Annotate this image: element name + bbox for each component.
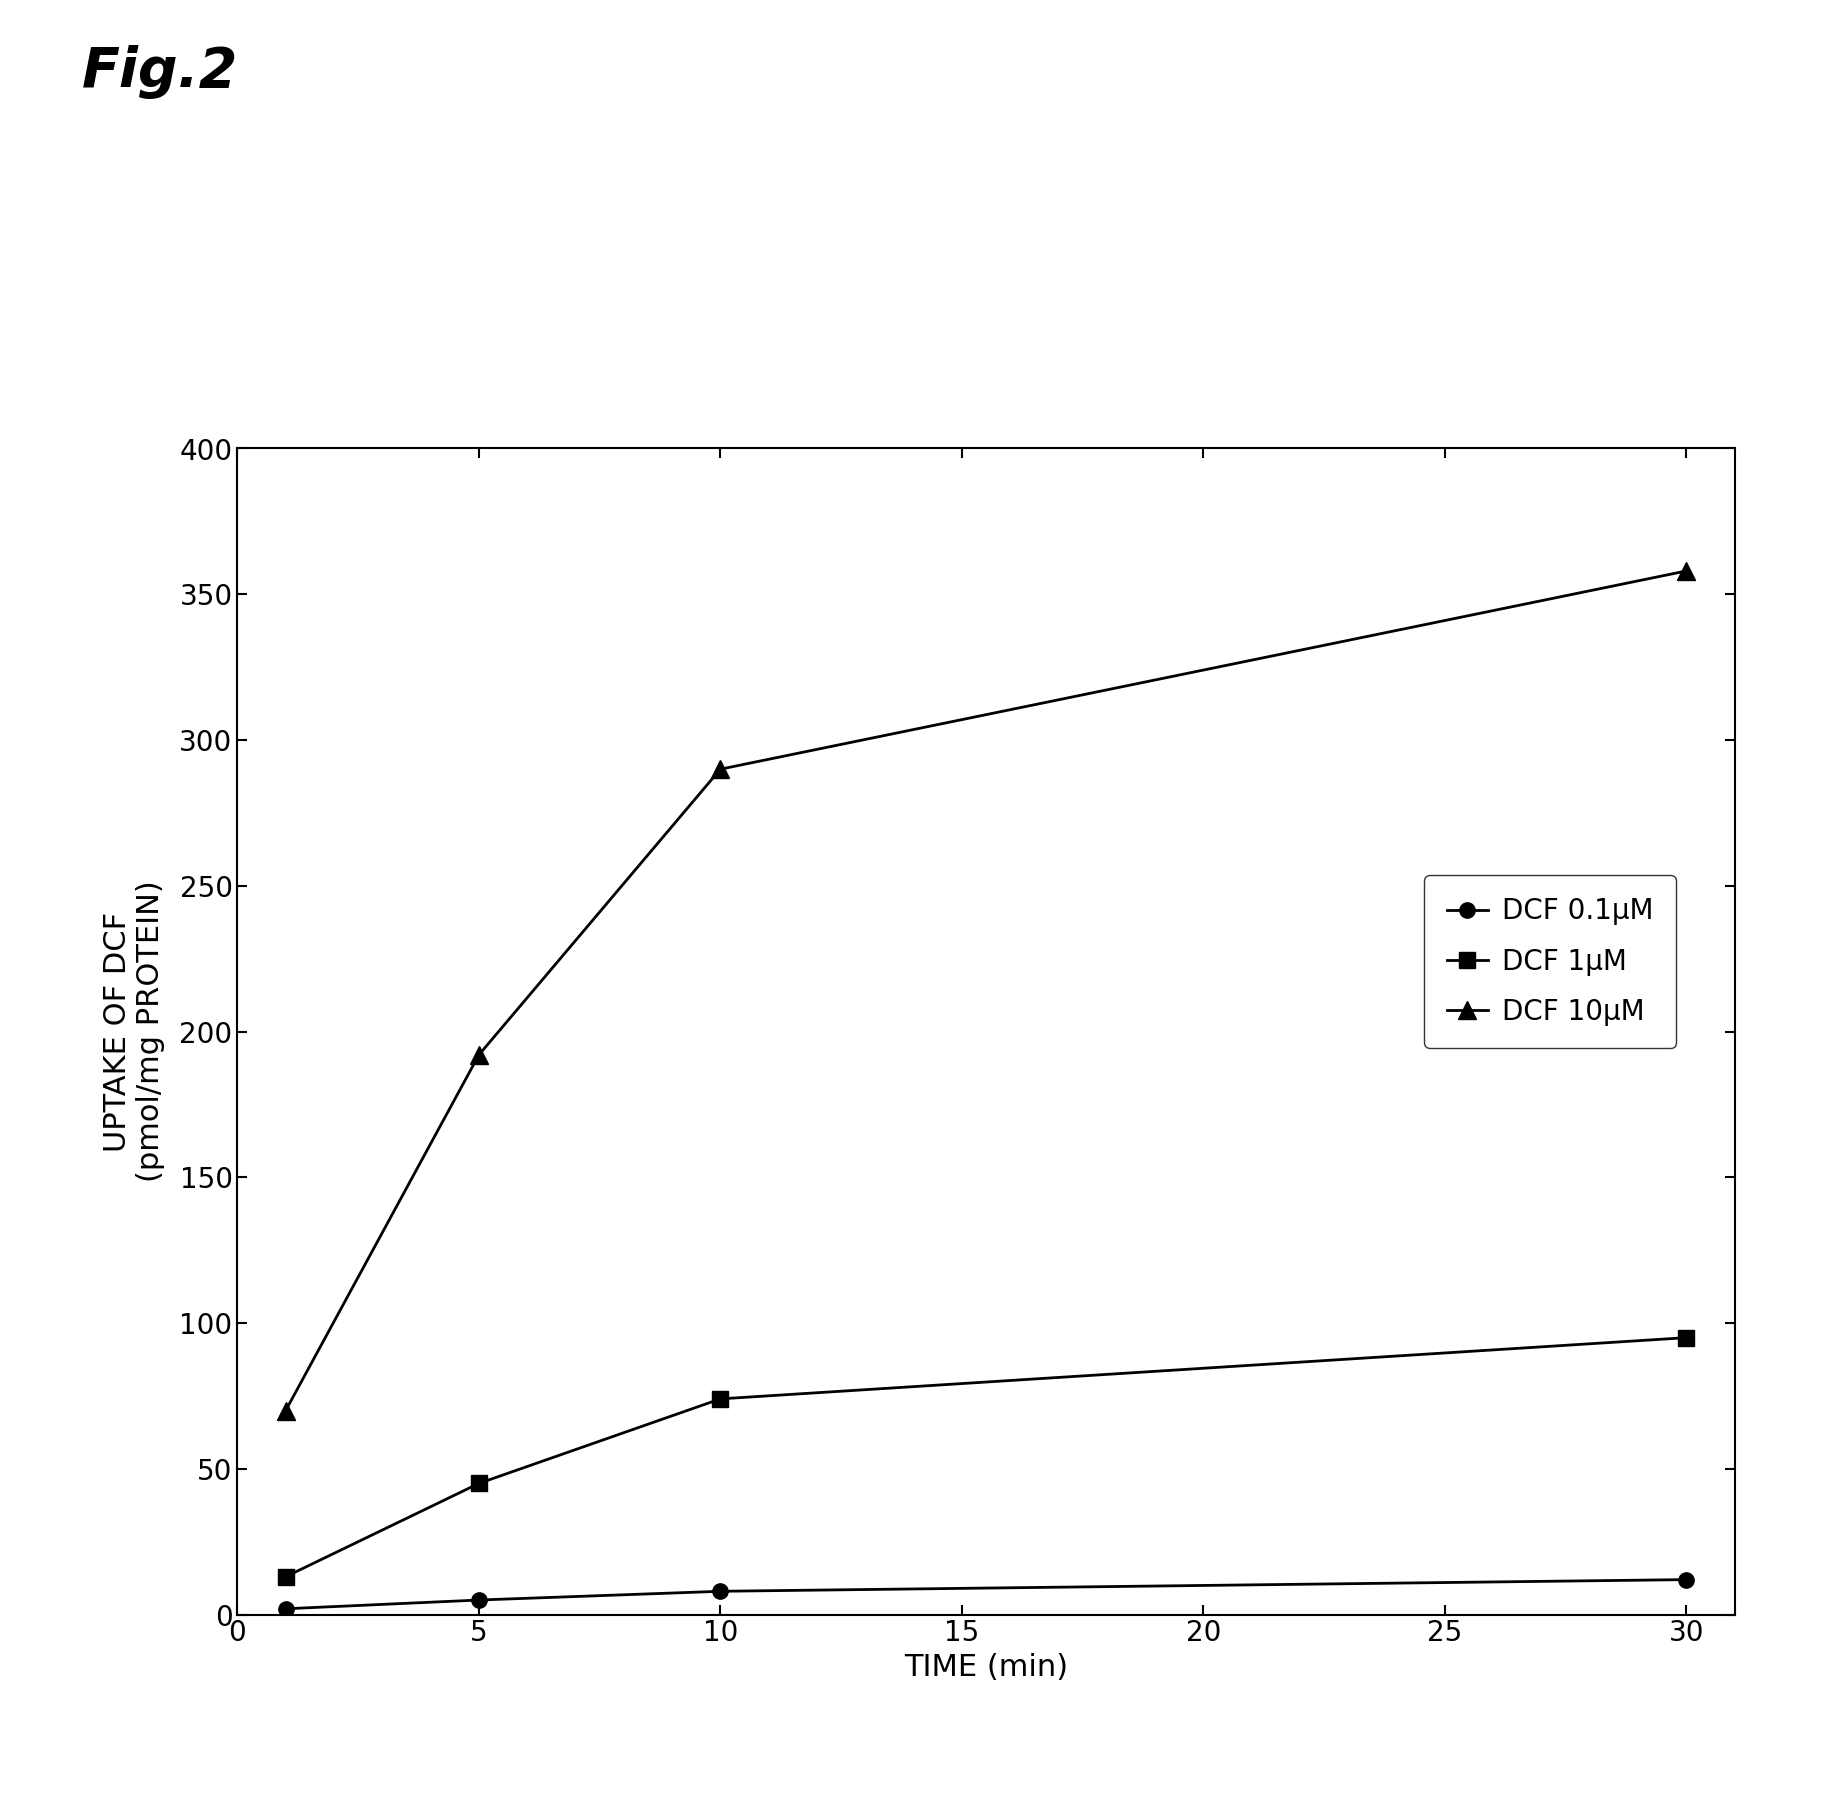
DCF 0.1μM bbox=[274, 1598, 296, 1620]
DCF 0.1μM bbox=[467, 1589, 489, 1611]
DCF 1μM bbox=[710, 1389, 732, 1410]
DCF 1μM bbox=[1676, 1328, 1698, 1349]
DCF 10μM bbox=[274, 1399, 296, 1421]
Line: DCF 10μM: DCF 10μM bbox=[278, 562, 1695, 1419]
DCF 10μM bbox=[467, 1044, 489, 1066]
DCF 1μM bbox=[274, 1566, 296, 1588]
DCF 1μM bbox=[467, 1473, 489, 1494]
DCF 10μM bbox=[1676, 560, 1698, 581]
Line: DCF 0.1μM: DCF 0.1μM bbox=[278, 1572, 1695, 1616]
DCF 10μM bbox=[710, 759, 732, 780]
X-axis label: TIME (min): TIME (min) bbox=[904, 1652, 1068, 1683]
Legend: DCF 0.1μM, DCF 1μM, DCF 10μM: DCF 0.1μM, DCF 1μM, DCF 10μM bbox=[1424, 875, 1676, 1048]
Y-axis label: UPTAKE OF DCF
(pmol/mg PROTEIN): UPTAKE OF DCF (pmol/mg PROTEIN) bbox=[102, 881, 166, 1182]
Text: Fig.2: Fig.2 bbox=[82, 45, 239, 99]
DCF 0.1μM bbox=[710, 1581, 732, 1602]
Line: DCF 1μM: DCF 1μM bbox=[278, 1329, 1695, 1584]
DCF 0.1μM bbox=[1676, 1568, 1698, 1591]
